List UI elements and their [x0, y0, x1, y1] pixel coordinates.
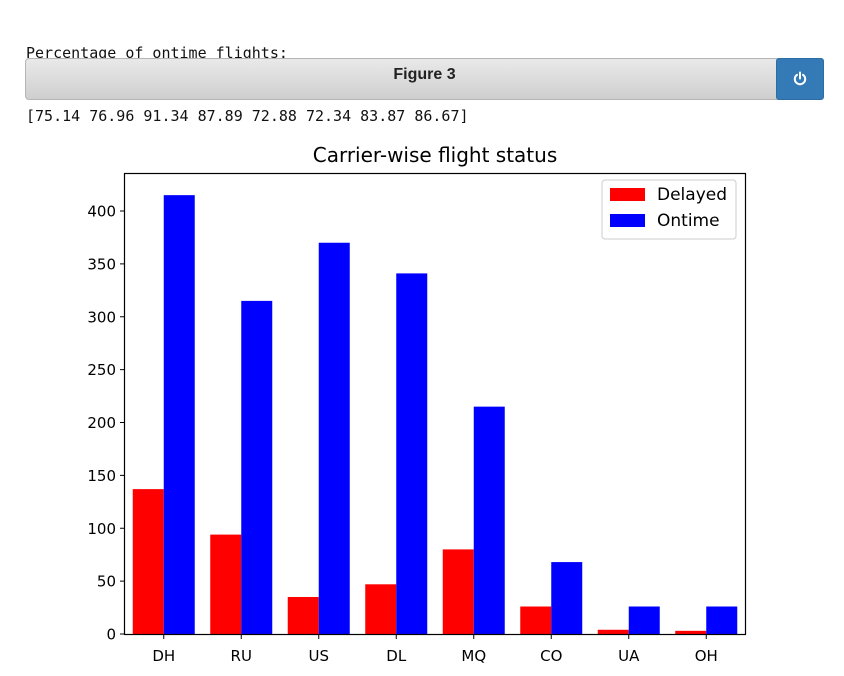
- legend-label-ontime: Ontime: [657, 211, 720, 231]
- y-tick-label: 150: [87, 467, 116, 485]
- y-tick-label: 250: [87, 361, 116, 379]
- bar-ontime-ua: [628, 606, 660, 634]
- x-tick-label: OH: [695, 647, 718, 665]
- bar-delayed-ru: [210, 534, 242, 634]
- bar-ontime-us: [318, 242, 350, 634]
- y-tick-label: 300: [87, 308, 116, 326]
- bar-delayed-ua: [597, 629, 629, 634]
- plot-frame: [123, 172, 747, 636]
- figure-title: Figure 3: [393, 66, 456, 83]
- y-tick-label: 200: [87, 414, 116, 432]
- bar-delayed-dl: [365, 584, 397, 634]
- x-tick-label: DL: [386, 647, 407, 665]
- x-tick-label: RU: [231, 647, 252, 665]
- y-axis: 0 50 100 150 200 250 300 350 400: [87, 203, 125, 644]
- bar-delayed-us: [287, 596, 319, 634]
- bar-ontime-oh: [706, 606, 738, 634]
- x-tick-label: UA: [618, 647, 640, 665]
- legend-label-delayed: Delayed: [657, 185, 727, 205]
- x-tick-label: DH: [152, 647, 175, 665]
- x-axis: DH RU US DL MQ CO UA OH: [152, 634, 718, 665]
- legend-swatch-ontime: [610, 214, 645, 227]
- x-tick-label: MQ: [461, 647, 486, 665]
- bar-ontime-mq: [473, 406, 505, 634]
- figure-header: Figure 3: [25, 58, 824, 100]
- bars-group: [132, 195, 738, 634]
- chart-title: Carrier-wise flight status: [313, 143, 558, 167]
- legend: Delayed Ontime: [601, 179, 737, 240]
- legend-swatch-delayed: [610, 188, 645, 201]
- y-tick-label: 400: [87, 203, 116, 221]
- bar-ontime-co: [551, 562, 583, 634]
- x-tick-label: CO: [540, 647, 562, 665]
- output-text: Percentage of ontime flights: [75.14 76.…: [26, 1, 469, 148]
- bar-delayed-mq: [442, 549, 474, 634]
- output-line-label: Percentage of ontime flights:: [26, 44, 288, 62]
- bar-ontime-dh: [163, 195, 195, 634]
- y-tick-label: 50: [97, 573, 116, 591]
- y-tick-label: 100: [87, 520, 116, 538]
- bar-delayed-dh: [132, 489, 164, 634]
- bar-chart: Carrier-wise flight status 0 50 100 150 200 2…: [87, 143, 747, 665]
- bar-delayed-co: [520, 606, 552, 634]
- close-figure-button[interactable]: [776, 58, 824, 100]
- bar-ontime-dl: [396, 273, 428, 634]
- output-line-values: [75.14 76.96 91.34 87.89 72.88 72.34 83.…: [26, 107, 469, 125]
- y-tick-label: 0: [106, 626, 116, 644]
- bar-delayed-oh: [675, 630, 707, 634]
- y-tick-label: 350: [87, 255, 116, 273]
- power-icon: [793, 71, 807, 86]
- bar-ontime-ru: [241, 300, 273, 634]
- x-tick-label: US: [308, 647, 329, 665]
